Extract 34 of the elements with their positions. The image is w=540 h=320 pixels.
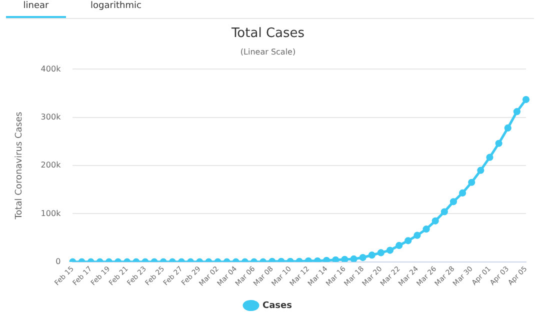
text: linear bbox=[6, 0, 66, 18]
point bbox=[440, 208, 448, 216]
point bbox=[486, 154, 494, 161]
point bbox=[377, 249, 384, 256]
point bbox=[477, 166, 484, 174]
point bbox=[522, 96, 530, 104]
point bbox=[450, 198, 458, 206]
point bbox=[404, 237, 412, 244]
text: logarithmic bbox=[90, 0, 142, 13]
point bbox=[332, 256, 340, 262]
point bbox=[368, 252, 376, 259]
point bbox=[323, 256, 330, 262]
point bbox=[359, 254, 366, 262]
point bbox=[432, 217, 439, 224]
point bbox=[341, 256, 348, 262]
point bbox=[468, 178, 476, 186]
point bbox=[422, 226, 430, 233]
point bbox=[350, 255, 358, 262]
legend-label: Cases bbox=[262, 300, 292, 311]
y-axis-title: Total Coronavirus Cases bbox=[14, 112, 25, 220]
point bbox=[504, 124, 512, 132]
point bbox=[396, 242, 403, 250]
point bbox=[458, 189, 466, 197]
point bbox=[495, 140, 502, 147]
point bbox=[386, 246, 394, 254]
point bbox=[414, 232, 421, 239]
chart-title: Total Cases bbox=[230, 26, 305, 42]
chart-subtitle: (Linear Scale) bbox=[240, 47, 296, 56]
y-tick-label: 400k bbox=[40, 64, 62, 74]
y-tick-label: 0 bbox=[56, 256, 61, 266]
y-tick-label: 300k bbox=[40, 112, 62, 122]
y-tick-label: 200k bbox=[40, 160, 62, 170]
y-tick-label: 100k bbox=[40, 208, 62, 218]
point bbox=[513, 108, 520, 116]
